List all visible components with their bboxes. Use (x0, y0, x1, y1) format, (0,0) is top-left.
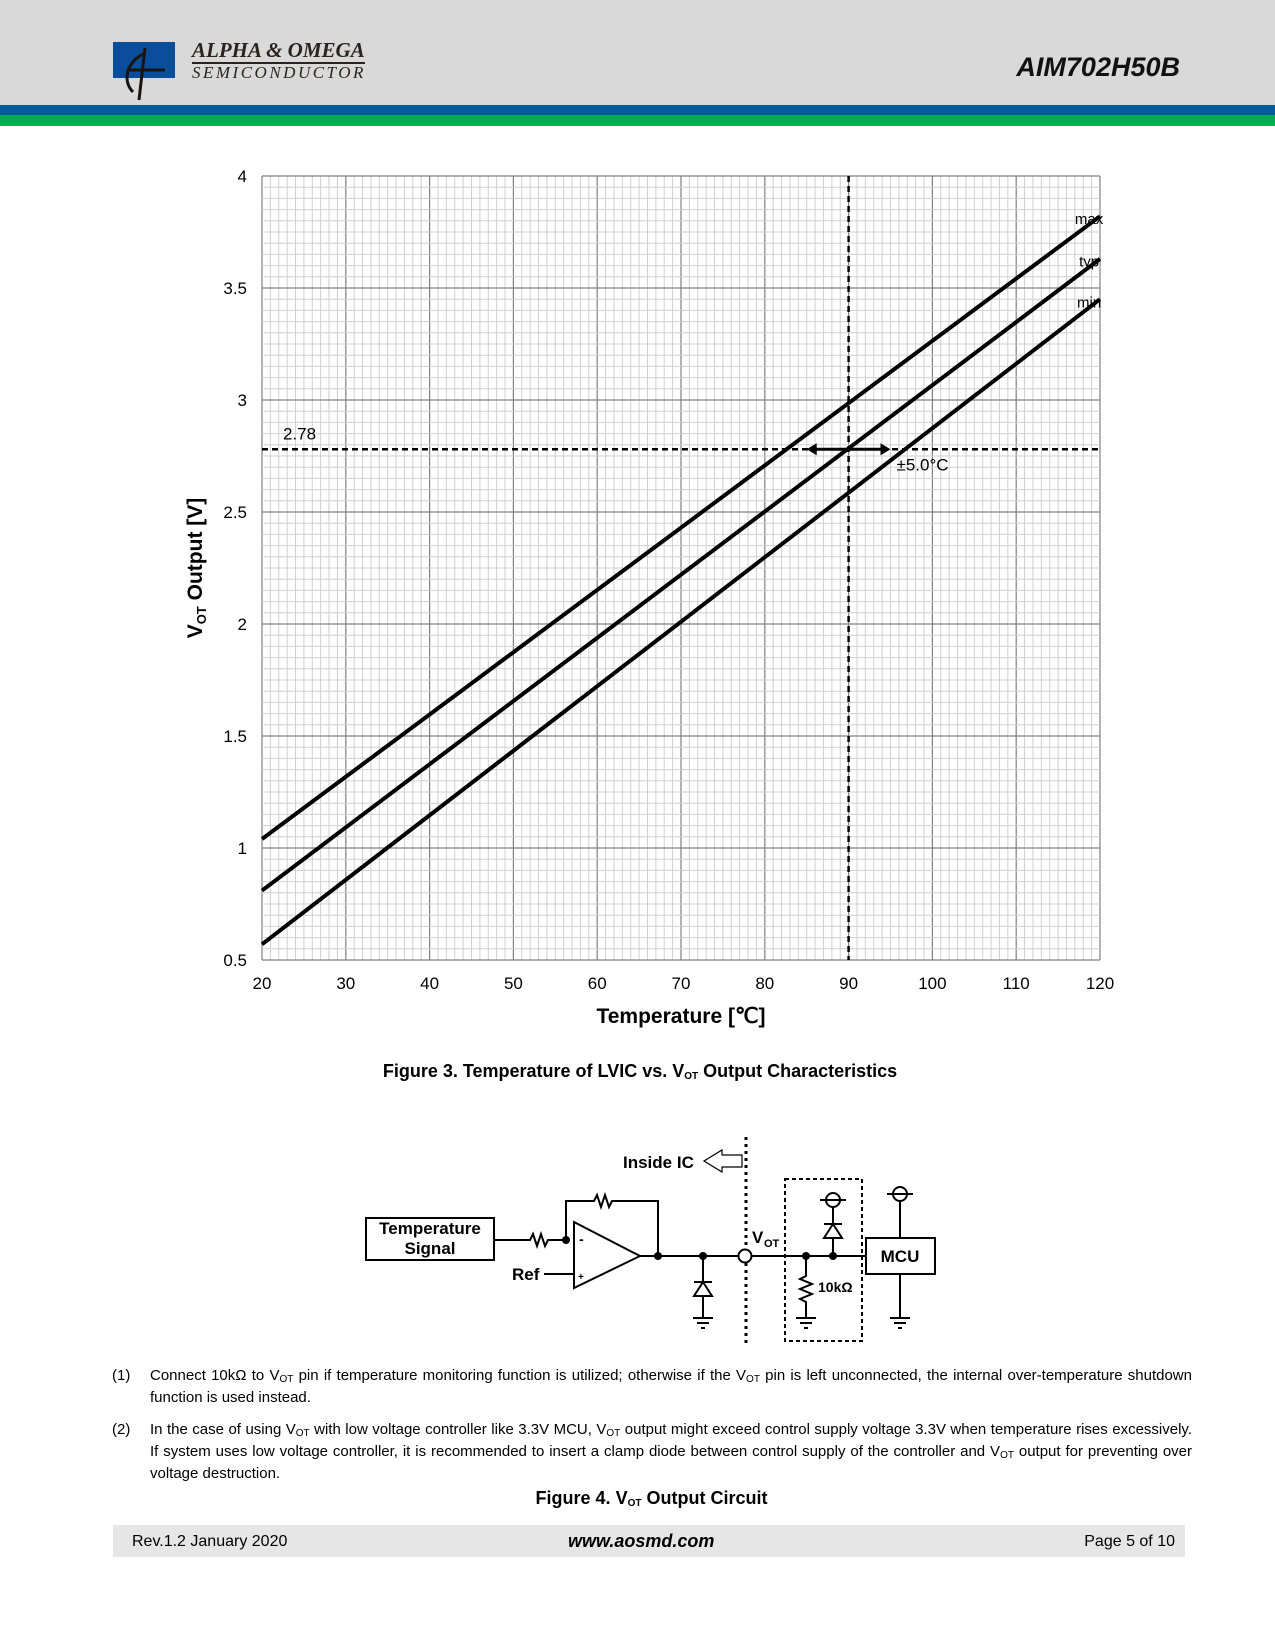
y-tick-label: 4 (238, 167, 247, 186)
inside-ic-arrow-icon (702, 1148, 743, 1174)
opamp (573, 1220, 643, 1290)
footer: Rev.1.2 January 2020 www.aosmd.com Page … (113, 1525, 1185, 1557)
x-tick-label: 80 (755, 974, 774, 993)
plus-label: + (578, 1272, 584, 1283)
mcu-label: MCU (881, 1247, 920, 1266)
x-axis-label: Temperature [℃] (596, 1005, 765, 1028)
vot-label: V (752, 1228, 764, 1247)
signal-label: Signal (404, 1239, 455, 1258)
vot-output-circuit: Temperature Signal Ref Inside IC V OT 10… (365, 1137, 936, 1345)
clamp-diode-ic (692, 1256, 714, 1329)
input-resistor (494, 1230, 566, 1250)
x-tick-label: 120 (1086, 974, 1114, 993)
series-line-min (260, 297, 1102, 946)
series-line-typ (260, 257, 1102, 893)
company-logo (113, 42, 175, 101)
tolerance-arrowheads (806, 443, 891, 456)
logo-text-line2: SEMICONDUCTOR (192, 63, 366, 82)
y-tick-label: 2.5 (223, 503, 247, 522)
x-tick-label: 40 (420, 974, 439, 993)
chart-grid (261, 175, 1101, 961)
y-tick-label: 3 (238, 391, 247, 410)
part-number: AIM702H50B (1016, 52, 1180, 82)
logo-text-line1: ALPHA & OMEGA (192, 38, 365, 64)
series-label-min: min (1077, 294, 1101, 311)
notes-list: (1) Connect 10kΩ to VOT pin if temperatur… (112, 1367, 1192, 1497)
y-tick-label: 0.5 (223, 951, 247, 970)
note-2: (2) In the case of using VOT with low vol… (112, 1421, 1193, 1482)
x-tick-label: 20 (253, 974, 272, 993)
series-label-max: max (1075, 211, 1104, 228)
y-axis-label: VOT Output [V] (184, 498, 209, 639)
header-band-green (0, 115, 1275, 126)
pulldown-resistor (796, 1256, 816, 1329)
chart-marks (260, 176, 1102, 960)
x-tick-label: 30 (336, 974, 355, 993)
vcc-symbol (825, 1192, 841, 1208)
x-tick-label: 110 (1003, 974, 1030, 993)
header-bar (0, 0, 1275, 105)
minus-label: - (579, 1231, 584, 1247)
y-tick-label: 1 (238, 839, 247, 858)
resistor-label: 10kΩ (818, 1279, 853, 1295)
inside-ic-label: Inside IC (623, 1153, 694, 1172)
temperature-label: Temperature (379, 1219, 481, 1238)
y-tick-label: 2 (238, 615, 247, 634)
mcu-vcc-symbol (892, 1186, 908, 1202)
x-tick-label: 50 (504, 974, 523, 993)
page-number: Page 5 of 10 (1084, 1533, 1175, 1550)
reference-voltage-label: 2.78 (283, 424, 316, 443)
x-tick-label: 100 (918, 974, 946, 993)
revision: Rev.1.2 January 2020 (132, 1533, 288, 1550)
figure4-caption: Figure 4. VOT Output Circuit (535, 1488, 768, 1509)
x-tick-label: 90 (839, 974, 858, 993)
x-tick-label: 60 (588, 974, 607, 993)
clamp-diode-external (820, 1199, 846, 1256)
x-tick-label: 70 (672, 974, 691, 993)
tolerance-label: ±5.0°C (897, 455, 949, 474)
series-label-typ: typ (1079, 254, 1099, 271)
series-line-max (260, 214, 1102, 841)
y-tick-label: 3.5 (223, 279, 247, 298)
y-tick-label: 1.5 (223, 727, 247, 746)
feedback-resistor (565, 1191, 659, 1256)
website-link[interactable]: www.aosmd.com (568, 1531, 715, 1551)
ref-label: Ref (512, 1265, 540, 1284)
figure3-caption: Figure 3. Temperature of LVIC vs. VOT Ou… (382, 1061, 898, 1082)
vot-sub-label: OT (764, 1238, 780, 1250)
vot-pin (737, 1248, 753, 1264)
header-band-blue (0, 105, 1275, 115)
external-components-box (784, 1178, 863, 1342)
note-1: (1) Connect 10kΩ to VOT pin if temperatur… (112, 1367, 1192, 1406)
